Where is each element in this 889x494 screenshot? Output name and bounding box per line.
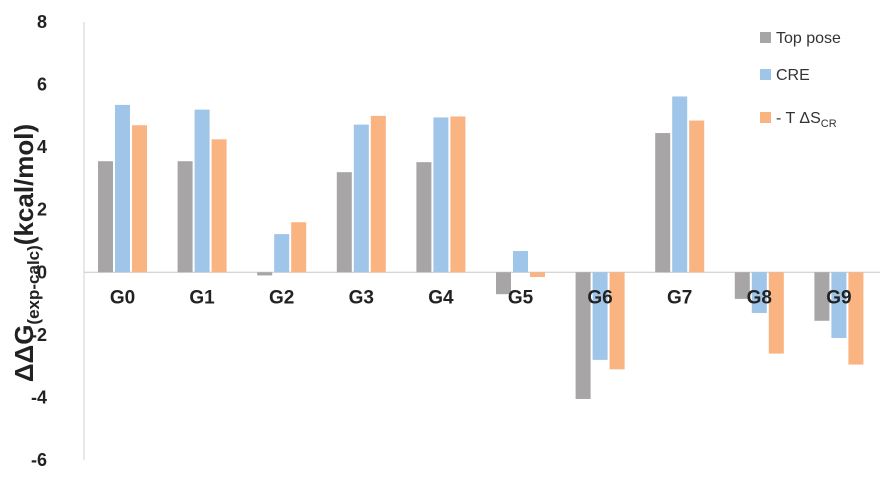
category-labels: G0 G1 G2 G3 G4 G5 G6 G7 G8 G9 <box>110 287 852 308</box>
legend-swatch <box>760 112 771 123</box>
y-axis-title-main: ΔΔG <box>9 325 39 383</box>
bar-g4-top-pose <box>416 162 432 273</box>
bars <box>98 96 864 399</box>
bar-g5-cre <box>513 251 528 273</box>
bar-g0-top-pose <box>98 161 113 273</box>
y-tick-label: -4 <box>31 387 47 407</box>
bar-g6-top-pose <box>575 272 591 399</box>
bar-g3-top-pose <box>336 172 352 273</box>
category-label: G0 <box>110 287 135 308</box>
y-tick-label: 8 <box>37 12 47 32</box>
category-label: G2 <box>269 287 294 308</box>
legend: Top pose CRE - T ΔSCR <box>760 30 841 130</box>
bar-g8-top-pose <box>734 272 750 299</box>
legend-swatch <box>760 69 771 80</box>
bar-g8-t-delta-s-cr <box>768 272 784 354</box>
bar-g7-top-pose <box>655 133 671 273</box>
category-label: G4 <box>428 287 454 308</box>
y-axis-label: ΔΔG(exp-calc)(kcal/mol) <box>9 124 43 382</box>
bar-g2-t-delta-s-cr <box>291 222 307 273</box>
bar-g1-t-delta-s-cr <box>211 139 227 273</box>
bar-g6-t-delta-s-cr <box>609 272 625 370</box>
legend-label: - T ΔSCR <box>776 110 837 130</box>
bar-g2-cre <box>274 234 290 273</box>
bar-g1-cre <box>194 109 210 273</box>
category-label: G1 <box>189 287 215 308</box>
legend-label: CRE <box>776 67 810 84</box>
bar-g6-cre <box>592 272 608 360</box>
y-axis-title-subscript: (exp-calc) <box>24 245 43 324</box>
bar-g5-top-pose <box>496 272 511 295</box>
bar-g9-cre <box>831 272 847 338</box>
y-tick-label: -2 <box>31 325 47 345</box>
bar-g9-top-pose <box>814 272 830 321</box>
bar-g1-top-pose <box>177 161 193 273</box>
y-axis-ticks: -6 -4 -2 0 2 4 6 8 <box>31 12 47 470</box>
bar-g5-t-delta-s-cr <box>530 272 545 277</box>
bar-g3-t-delta-s-cr <box>370 115 386 273</box>
category-label: G9 <box>826 287 851 308</box>
y-tick-label: 4 <box>37 137 47 157</box>
category-label: G5 <box>508 287 534 308</box>
category-label: G8 <box>747 287 772 308</box>
y-axis-title: ΔΔG(exp-calc)(kcal/mol) <box>9 124 43 382</box>
bar-g4-cre <box>433 117 449 273</box>
category-label: G3 <box>349 287 374 308</box>
bar-g9-t-delta-s-cr <box>848 272 864 365</box>
bar-g7-cre <box>672 96 688 273</box>
y-axis-title-units: (kcal/mol) <box>9 124 39 245</box>
category-label: G7 <box>667 287 692 308</box>
bar-g2-top-pose <box>257 272 273 276</box>
category-label: G6 <box>587 287 612 308</box>
bar-g8-cre <box>751 272 767 313</box>
legend-swatch <box>760 32 771 43</box>
y-tick-label: 0 <box>37 262 47 282</box>
bar-g0-t-delta-s-cr <box>132 125 147 273</box>
bar-g0-cre <box>115 104 130 273</box>
bar-g3-cre <box>353 124 369 273</box>
y-tick-label: -6 <box>31 450 47 470</box>
bar-g7-t-delta-s-cr <box>689 120 705 273</box>
bar-g4-t-delta-s-cr <box>450 116 466 273</box>
legend-label: Top pose <box>776 30 841 47</box>
y-tick-label: 2 <box>37 200 47 220</box>
y-tick-label: 6 <box>37 75 47 95</box>
